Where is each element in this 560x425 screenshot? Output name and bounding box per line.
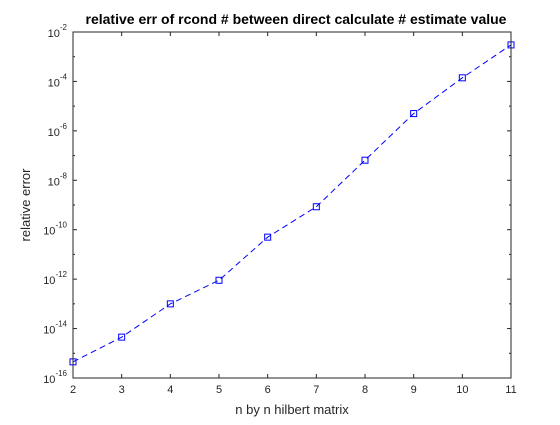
x-tick-label: 9	[411, 384, 417, 396]
plot-area	[73, 32, 511, 378]
data-point-marker	[312, 203, 320, 211]
x-tick-label: 10	[456, 384, 468, 396]
y-tick-label: 10-4	[48, 72, 68, 89]
data-point-marker	[361, 156, 369, 164]
y-tick-label: 10-2	[48, 23, 68, 40]
series-line	[72, 44, 512, 363]
x-tick-label: 7	[313, 384, 319, 396]
x-tick-label: 4	[167, 384, 173, 396]
y-axis-label: relative error	[18, 168, 33, 242]
x-tick-label: 6	[265, 384, 271, 396]
y-tick-label: 10-12	[43, 270, 67, 287]
data-point-marker	[410, 110, 418, 118]
data-point-marker	[118, 333, 126, 341]
y-tick-label: 10-6	[48, 122, 68, 139]
x-tick-label: 11	[505, 384, 516, 396]
x-tick-label: 3	[119, 384, 125, 396]
x-tick-label: 8	[362, 384, 368, 396]
data-point-marker	[458, 74, 466, 82]
chart-title: relative err of rcond # between direct c…	[86, 11, 507, 27]
x-tick-label: 2	[70, 384, 76, 396]
y-tick-label: 10-14	[43, 320, 67, 337]
x-tick-label: 5	[216, 384, 222, 396]
data-point-marker	[264, 233, 272, 241]
axes-layer: 2 3 4 5 6 7 8 9 10 11 10-16 10-14 10-12 10-10 10-8 10-6…	[43, 23, 517, 396]
y-tick-label: 10-16	[43, 369, 67, 386]
y-tick-label: 10-10	[43, 221, 67, 238]
x-axis-label: n by n hilbert matrix	[235, 402, 349, 417]
data-point-marker	[215, 276, 223, 284]
data-point-marker	[166, 300, 174, 308]
y-tick-label: 10-8	[48, 171, 68, 188]
